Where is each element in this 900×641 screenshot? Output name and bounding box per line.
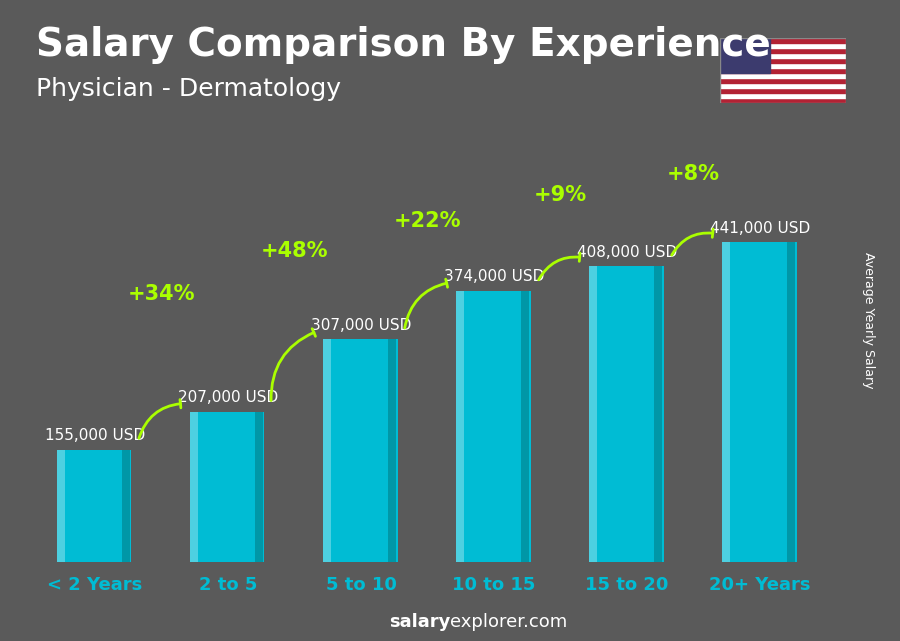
Bar bbox=[720, 83, 846, 88]
Text: explorer.com: explorer.com bbox=[450, 613, 567, 631]
Bar bbox=[324, 340, 398, 562]
Bar bbox=[190, 412, 198, 562]
Bar bbox=[590, 266, 598, 562]
Bar bbox=[323, 340, 331, 562]
Text: +22%: +22% bbox=[394, 211, 461, 231]
Bar bbox=[457, 291, 531, 562]
Bar bbox=[256, 412, 263, 562]
Text: Salary Comparison By Experience: Salary Comparison By Experience bbox=[36, 26, 770, 63]
Text: +8%: +8% bbox=[667, 163, 720, 183]
Bar bbox=[720, 73, 846, 78]
Text: Average Yearly Salary: Average Yearly Salary bbox=[862, 253, 875, 388]
Bar bbox=[122, 450, 130, 562]
Text: 155,000 USD: 155,000 USD bbox=[45, 428, 145, 443]
Bar bbox=[720, 97, 846, 103]
Bar bbox=[58, 450, 131, 562]
Bar bbox=[388, 340, 396, 562]
Bar bbox=[720, 48, 846, 53]
Bar bbox=[521, 291, 529, 562]
Bar bbox=[720, 63, 846, 68]
Text: +34%: +34% bbox=[128, 285, 195, 304]
Bar bbox=[590, 266, 663, 562]
Bar bbox=[57, 450, 65, 562]
Text: salary: salary bbox=[389, 613, 450, 631]
Bar bbox=[720, 38, 846, 44]
Text: Physician - Dermatology: Physician - Dermatology bbox=[36, 77, 341, 101]
Bar bbox=[720, 88, 846, 93]
Bar bbox=[724, 242, 796, 562]
Bar bbox=[456, 291, 464, 562]
Text: +9%: +9% bbox=[534, 185, 587, 205]
Bar bbox=[720, 78, 846, 83]
Bar bbox=[722, 242, 730, 562]
Text: 207,000 USD: 207,000 USD bbox=[178, 390, 278, 406]
Bar bbox=[788, 242, 796, 562]
Bar bbox=[720, 38, 770, 73]
Bar bbox=[720, 58, 846, 63]
Bar bbox=[720, 68, 846, 73]
Bar bbox=[720, 53, 846, 58]
Text: 374,000 USD: 374,000 USD bbox=[444, 269, 544, 285]
Bar bbox=[654, 266, 662, 562]
Text: +48%: +48% bbox=[261, 241, 328, 262]
Bar bbox=[720, 93, 846, 97]
Bar bbox=[192, 412, 265, 562]
Text: 441,000 USD: 441,000 USD bbox=[710, 221, 810, 236]
Text: 307,000 USD: 307,000 USD bbox=[310, 318, 411, 333]
Bar bbox=[720, 44, 846, 48]
Text: 408,000 USD: 408,000 USD bbox=[577, 245, 677, 260]
